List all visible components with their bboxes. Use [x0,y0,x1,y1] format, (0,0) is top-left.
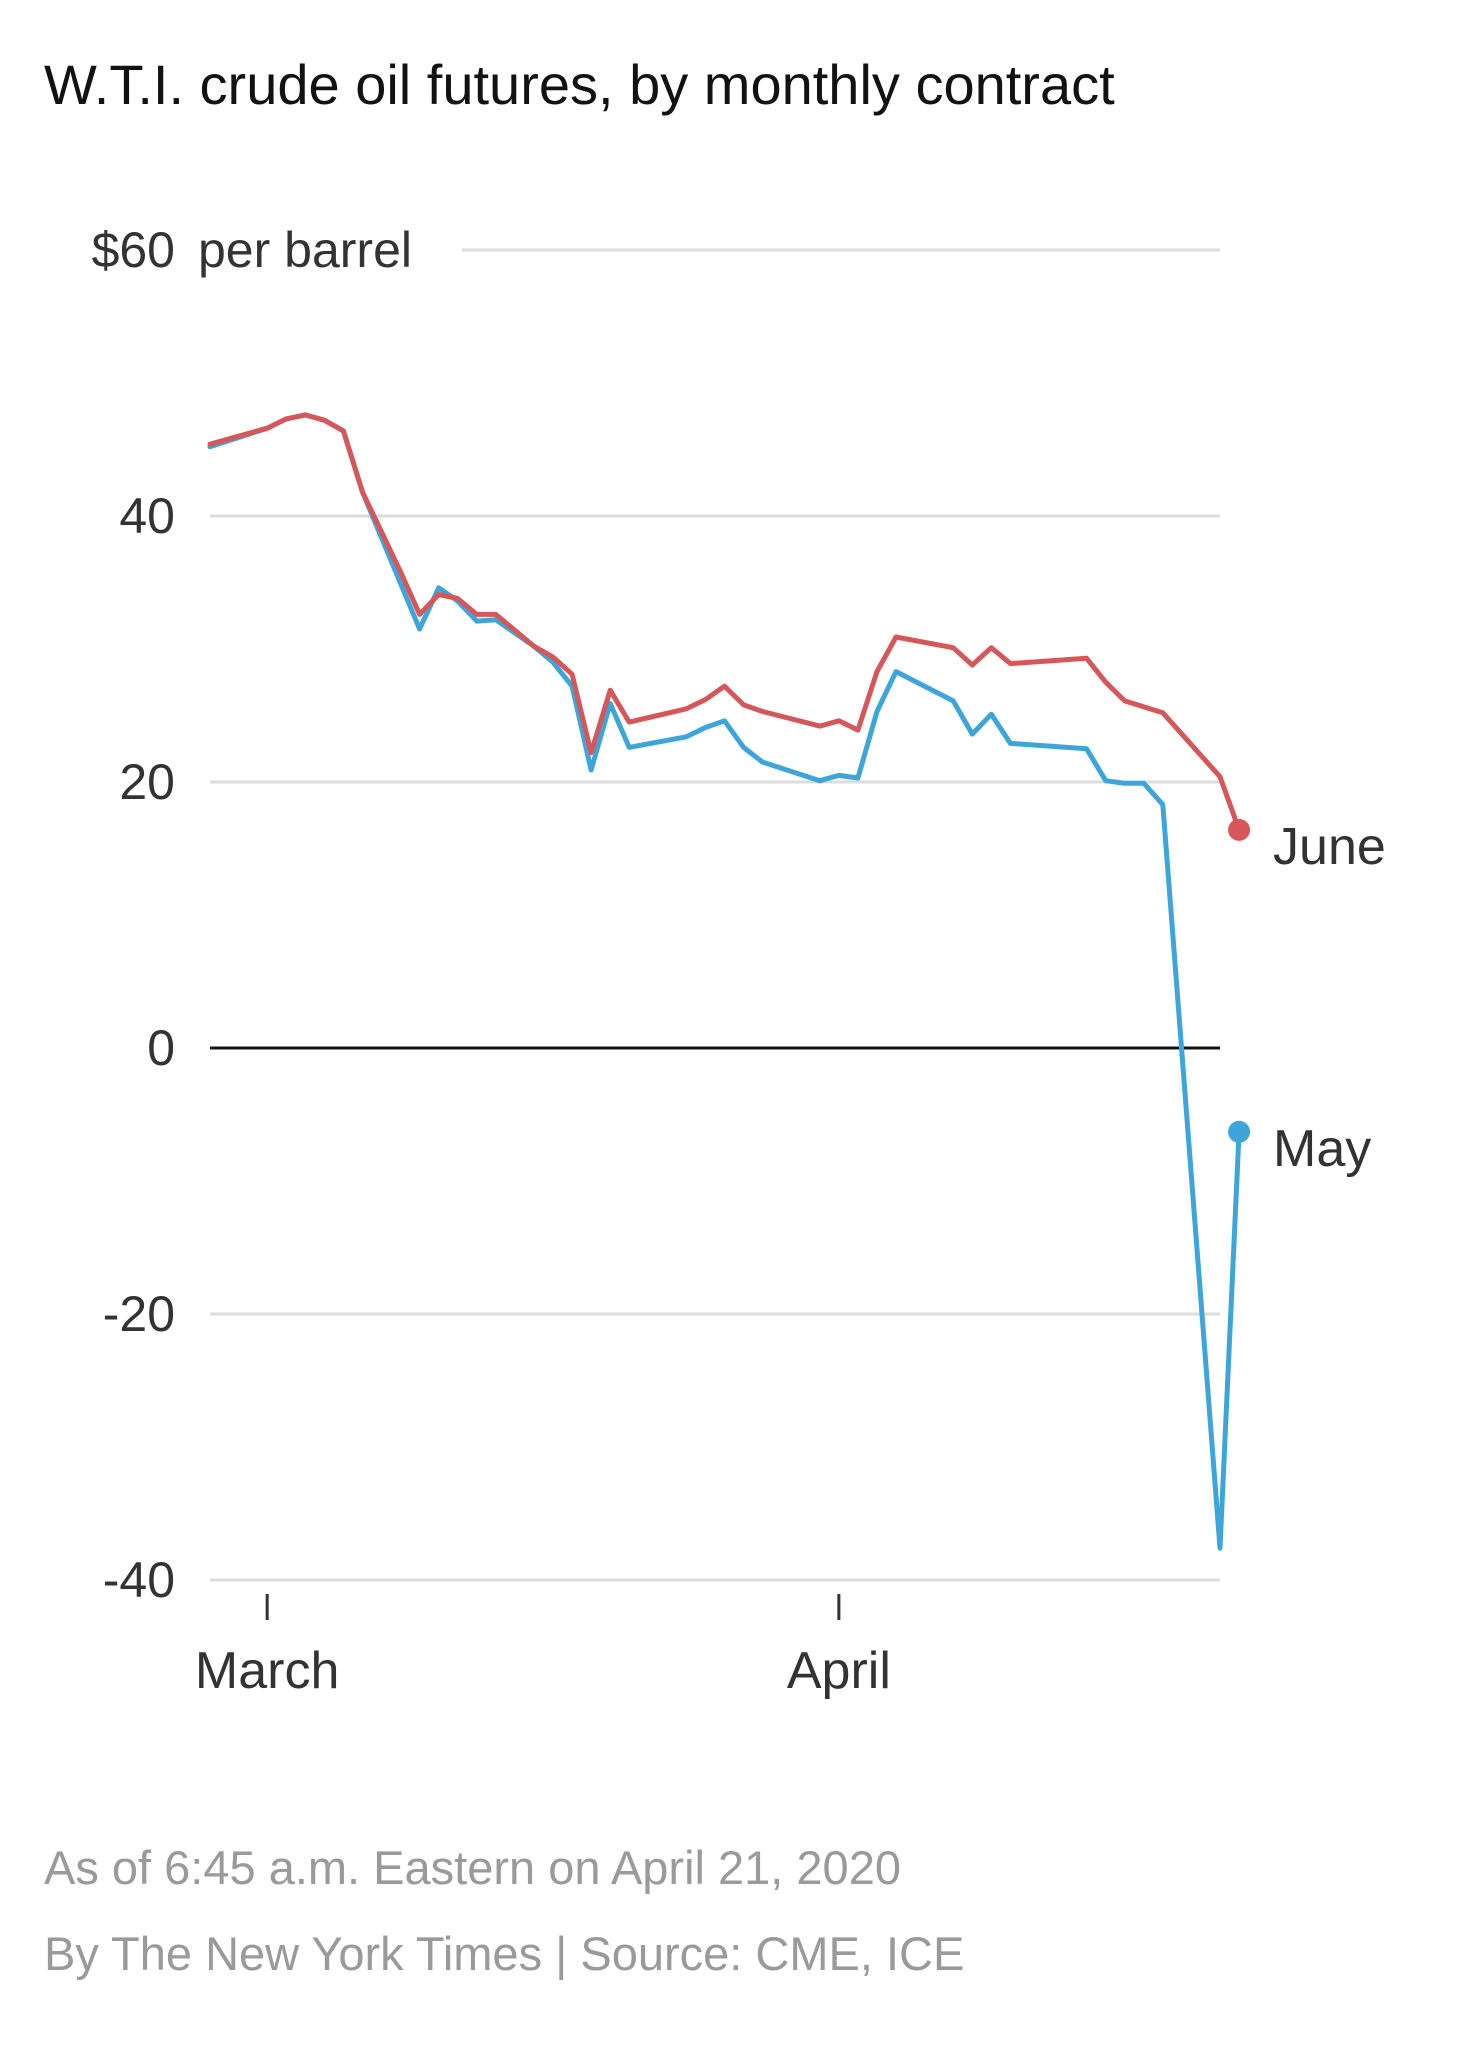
series-line-may [207,412,1242,1551]
series-line-june [207,412,1242,833]
x-tick-label: March [195,1642,339,1700]
series-end-dot-june [1228,818,1251,841]
footer-timestamp: As of 6:45 a.m. Eastern on April 21, 202… [44,1841,901,1894]
series-lines [207,412,1251,1551]
x-axis: March April [195,1594,891,1700]
y-tick-label: 0 [147,1020,175,1076]
y-tick-label: 20 [119,754,175,810]
series-end-label-june: June [1273,818,1386,876]
y-axis-tick-labels: $60 40 20 0 -20 -40 per barrel [92,222,412,1608]
series-end-labels: June May [1273,818,1386,1178]
y-axis-unit-label: per barrel [198,222,412,278]
gridlines [210,248,1220,1582]
y-tick-label: -40 [103,1552,175,1608]
chart-title: W.T.I. crude oil futures, by monthly con… [44,53,1115,116]
y-tick-label: -20 [103,1286,175,1342]
x-tick-label: April [787,1642,891,1700]
footer-credit: By The New York Times | Source: CME, ICE [44,1927,965,1980]
series-end-label-may: May [1273,1120,1371,1178]
series-end-dot-may [1228,1120,1251,1143]
y-tick-label: $60 [92,222,175,278]
y-tick-label: 40 [119,488,175,544]
